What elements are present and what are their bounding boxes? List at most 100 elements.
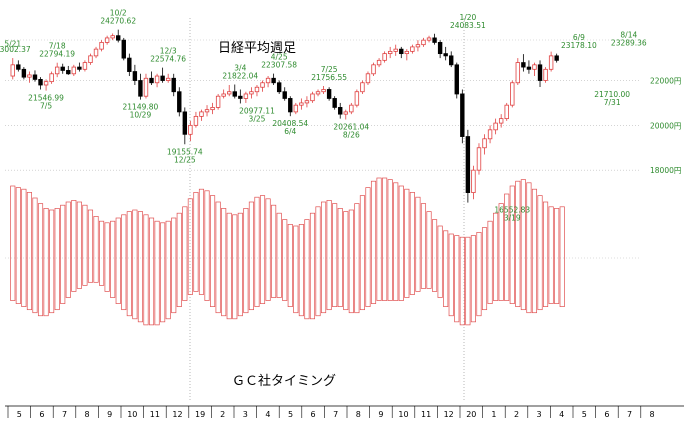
price-annotation: 20408.54: [272, 119, 308, 128]
timing-bar: [287, 224, 293, 307]
candle-body: [304, 100, 310, 104]
candle-body: [27, 74, 32, 78]
timing-bar: [143, 214, 149, 326]
candle-body: [432, 37, 437, 43]
candle-body: [543, 68, 548, 81]
timing-bar: [10, 185, 16, 301]
price-annotation: 21756.55: [311, 73, 347, 82]
candle-body: [116, 35, 121, 41]
candle-body: [460, 93, 465, 137]
price-annotation: 8/26: [343, 130, 360, 139]
timing-bar: [132, 209, 138, 320]
price-annotation: 10/2: [110, 9, 127, 18]
timing-bar: [476, 232, 482, 317]
candle-body: [526, 66, 532, 70]
price-annotation: 7/25: [321, 65, 338, 74]
month-label: 10: [398, 410, 408, 419]
timing-bar: [215, 201, 221, 314]
month-label: 6: [604, 410, 609, 419]
candle-body: [288, 98, 293, 113]
timing-bar: [393, 182, 399, 301]
candle-body: [16, 64, 21, 70]
price-annotation: 12/25: [174, 155, 196, 164]
timing-bar: [226, 212, 232, 320]
timing-bar: [454, 235, 460, 323]
candle-body: [243, 93, 249, 99]
candle-body: [393, 48, 398, 52]
candle-body: [410, 46, 415, 52]
candle-body: [10, 64, 15, 77]
grid-layer: 22000円 20000円 18000円: [5, 18, 681, 400]
price-annotation: 24083.51: [450, 21, 486, 30]
timing-bar: [99, 220, 105, 286]
candle-body: [482, 138, 487, 149]
candle-body: [510, 82, 515, 106]
timing-bar: [198, 188, 205, 295]
candle-body: [382, 53, 387, 61]
timing-bar: [515, 180, 521, 307]
timing-bar: [459, 236, 465, 326]
price-annotation: 10/29: [130, 111, 152, 120]
candle-body: [177, 91, 182, 113]
candle-body: [504, 104, 509, 120]
month-label: 8: [650, 410, 655, 419]
price-annotation: 22574.76: [150, 55, 186, 64]
timing-bar: [82, 204, 88, 286]
timing-bar: [498, 203, 504, 301]
candle-body: [215, 95, 221, 108]
candle-body: [354, 91, 360, 106]
candle-body: [426, 37, 432, 41]
price-annotation: 16552.83: [494, 206, 530, 215]
timing-bar: [293, 225, 299, 314]
price-annotation: 3/19: [504, 214, 521, 223]
candle-body: [221, 93, 226, 97]
timing-bar: [304, 219, 310, 320]
timing-bar: [531, 188, 538, 314]
timing-bar: [559, 206, 565, 307]
timing-bar: [248, 201, 254, 311]
candle-body: [343, 111, 348, 115]
candle-body: [548, 55, 554, 70]
candle-body: [66, 70, 71, 75]
price-annotation: 22307.58: [261, 61, 297, 70]
candle-body: [282, 91, 287, 99]
timing-bar: [543, 201, 549, 307]
timing-bar: [21, 188, 27, 307]
candle-body: [82, 62, 88, 70]
timing-title: ＧＣ社タイミング: [232, 373, 336, 389]
timing-bar: [554, 208, 560, 304]
month-label: 19: [195, 410, 205, 419]
timing-bar: [137, 211, 143, 323]
candle-body: [443, 53, 448, 57]
candle-body: [171, 77, 176, 93]
price-annotation: 21822.04: [222, 72, 258, 81]
timing-bar: [182, 206, 188, 301]
month-label: 6: [311, 410, 316, 419]
candle-body: [49, 73, 54, 83]
timing-bar: [465, 236, 471, 326]
timing-bar: [71, 200, 77, 292]
price-annotation: 6/4: [284, 127, 296, 136]
candle-body: [321, 89, 326, 93]
month-label: 2: [220, 410, 225, 419]
month-label: 7: [627, 410, 632, 419]
candle-body: [415, 44, 421, 48]
candle-body: [338, 107, 343, 115]
timing-bar: [332, 203, 338, 307]
timing-bar: [493, 212, 499, 301]
month-label: 2: [514, 410, 519, 419]
month-label: 8: [85, 410, 90, 419]
timing-bar: [265, 198, 271, 301]
candle-body: [260, 82, 265, 88]
timing-bar: [432, 219, 438, 292]
timing-bar: [537, 195, 543, 311]
timing-bar: [548, 206, 554, 304]
timing-bar: [409, 192, 415, 295]
candle-body: [99, 42, 104, 50]
timing-bar: [87, 209, 94, 283]
candle-body: [232, 91, 237, 97]
month-label: 20: [466, 410, 476, 419]
candle-body: [310, 93, 315, 102]
timing-bar: [110, 220, 116, 298]
